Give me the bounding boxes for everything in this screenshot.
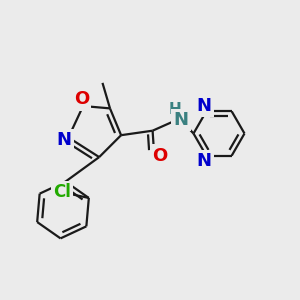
Text: O: O: [152, 147, 167, 165]
Text: N: N: [56, 131, 71, 149]
Text: O: O: [74, 90, 89, 108]
Text: N: N: [196, 97, 211, 115]
Text: Cl: Cl: [53, 183, 71, 201]
Text: N: N: [196, 152, 211, 170]
Text: H: H: [169, 102, 182, 117]
Text: N: N: [174, 111, 189, 129]
